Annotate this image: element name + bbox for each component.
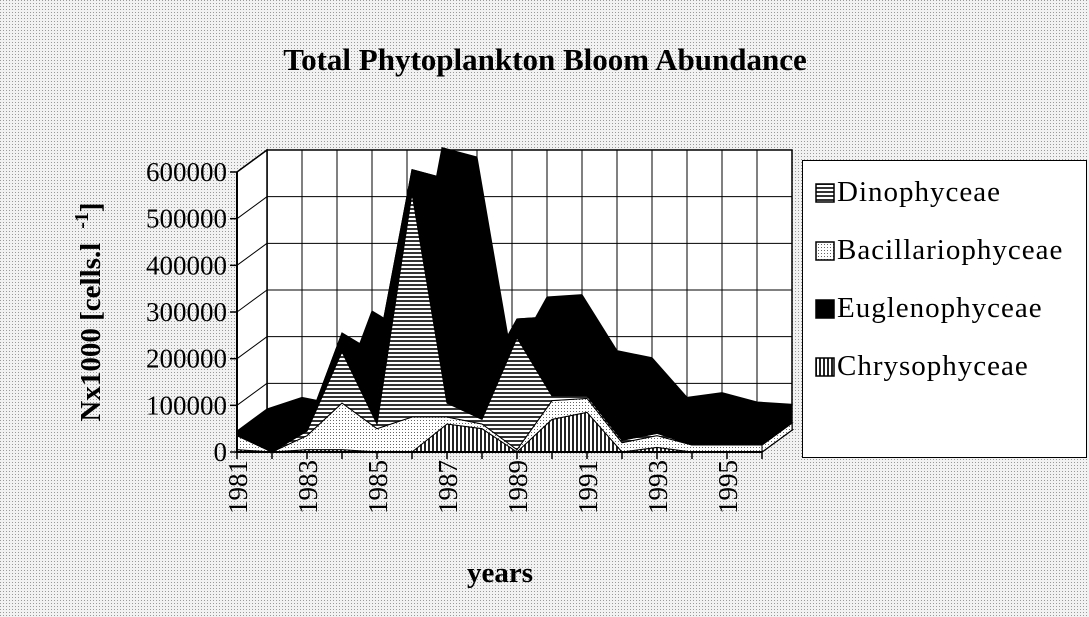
x-tick-label: 1985	[363, 460, 393, 514]
grid-line-side	[236, 149, 268, 173]
grid-line-side	[236, 289, 268, 313]
y-tick-label: 500000	[146, 204, 227, 234]
legend-swatch	[815, 299, 835, 319]
y-tick-label: 400000	[146, 250, 227, 280]
x-tick-label: 1987	[433, 460, 463, 514]
x-axis-label: years	[467, 557, 533, 589]
legend-swatch-fill	[815, 183, 835, 203]
area	[236, 169, 763, 453]
legend-label: Euglenophyceae	[837, 292, 1043, 324]
y-axis-label-main: Nx1000 [cells.l	[75, 243, 107, 422]
legend-swatch	[815, 183, 835, 203]
x-tick-label: 1991	[573, 460, 603, 514]
chart-title: Total Phytoplankton Bloom Abundance	[283, 42, 806, 77]
x-tick-label: 1983	[293, 460, 323, 514]
legend-item: Bacillariophyceae	[815, 235, 1082, 265]
legend-swatch	[815, 241, 835, 261]
y-tick-label: 200000	[146, 344, 227, 374]
x-tick-label: 1993	[643, 460, 673, 514]
x-tick-label: 1995	[713, 460, 743, 514]
legend-swatch-fill	[815, 299, 835, 319]
legend-item: Dinophyceae	[815, 177, 1082, 207]
y-tick-label: 0	[214, 437, 228, 467]
legend-label: Dinophyceae	[837, 176, 1001, 208]
y-tick-label: 600000	[146, 157, 227, 187]
y-tick-label: 100000	[146, 390, 227, 420]
legend-swatch-fill	[815, 357, 835, 377]
legend-swatch-fill	[815, 241, 835, 261]
x-tick-label: 1989	[503, 460, 533, 514]
x-tick-label: 1981	[223, 460, 253, 514]
y-axis-label: Nx1000 [cells.l -1]	[71, 202, 107, 421]
grid-line-side	[236, 242, 268, 266]
legend-label: Chrysophyceae	[837, 350, 1029, 382]
grid-line-side	[236, 382, 268, 406]
legend-label: Bacillariophyceae	[837, 234, 1064, 266]
legend-item: Chrysophyceae	[815, 351, 1082, 381]
y-axis-label-end: ]	[75, 202, 107, 212]
legend-item: Euglenophyceae	[815, 293, 1082, 323]
legend-swatch	[815, 357, 835, 377]
y-axis-label-sup: -1	[71, 212, 93, 229]
grid-line-side	[236, 196, 268, 220]
legend: Dinophyceae Bacillariophyceae Euglenophyce…	[802, 160, 1087, 458]
grid-line-side	[236, 336, 268, 360]
y-tick-label: 300000	[146, 297, 227, 327]
